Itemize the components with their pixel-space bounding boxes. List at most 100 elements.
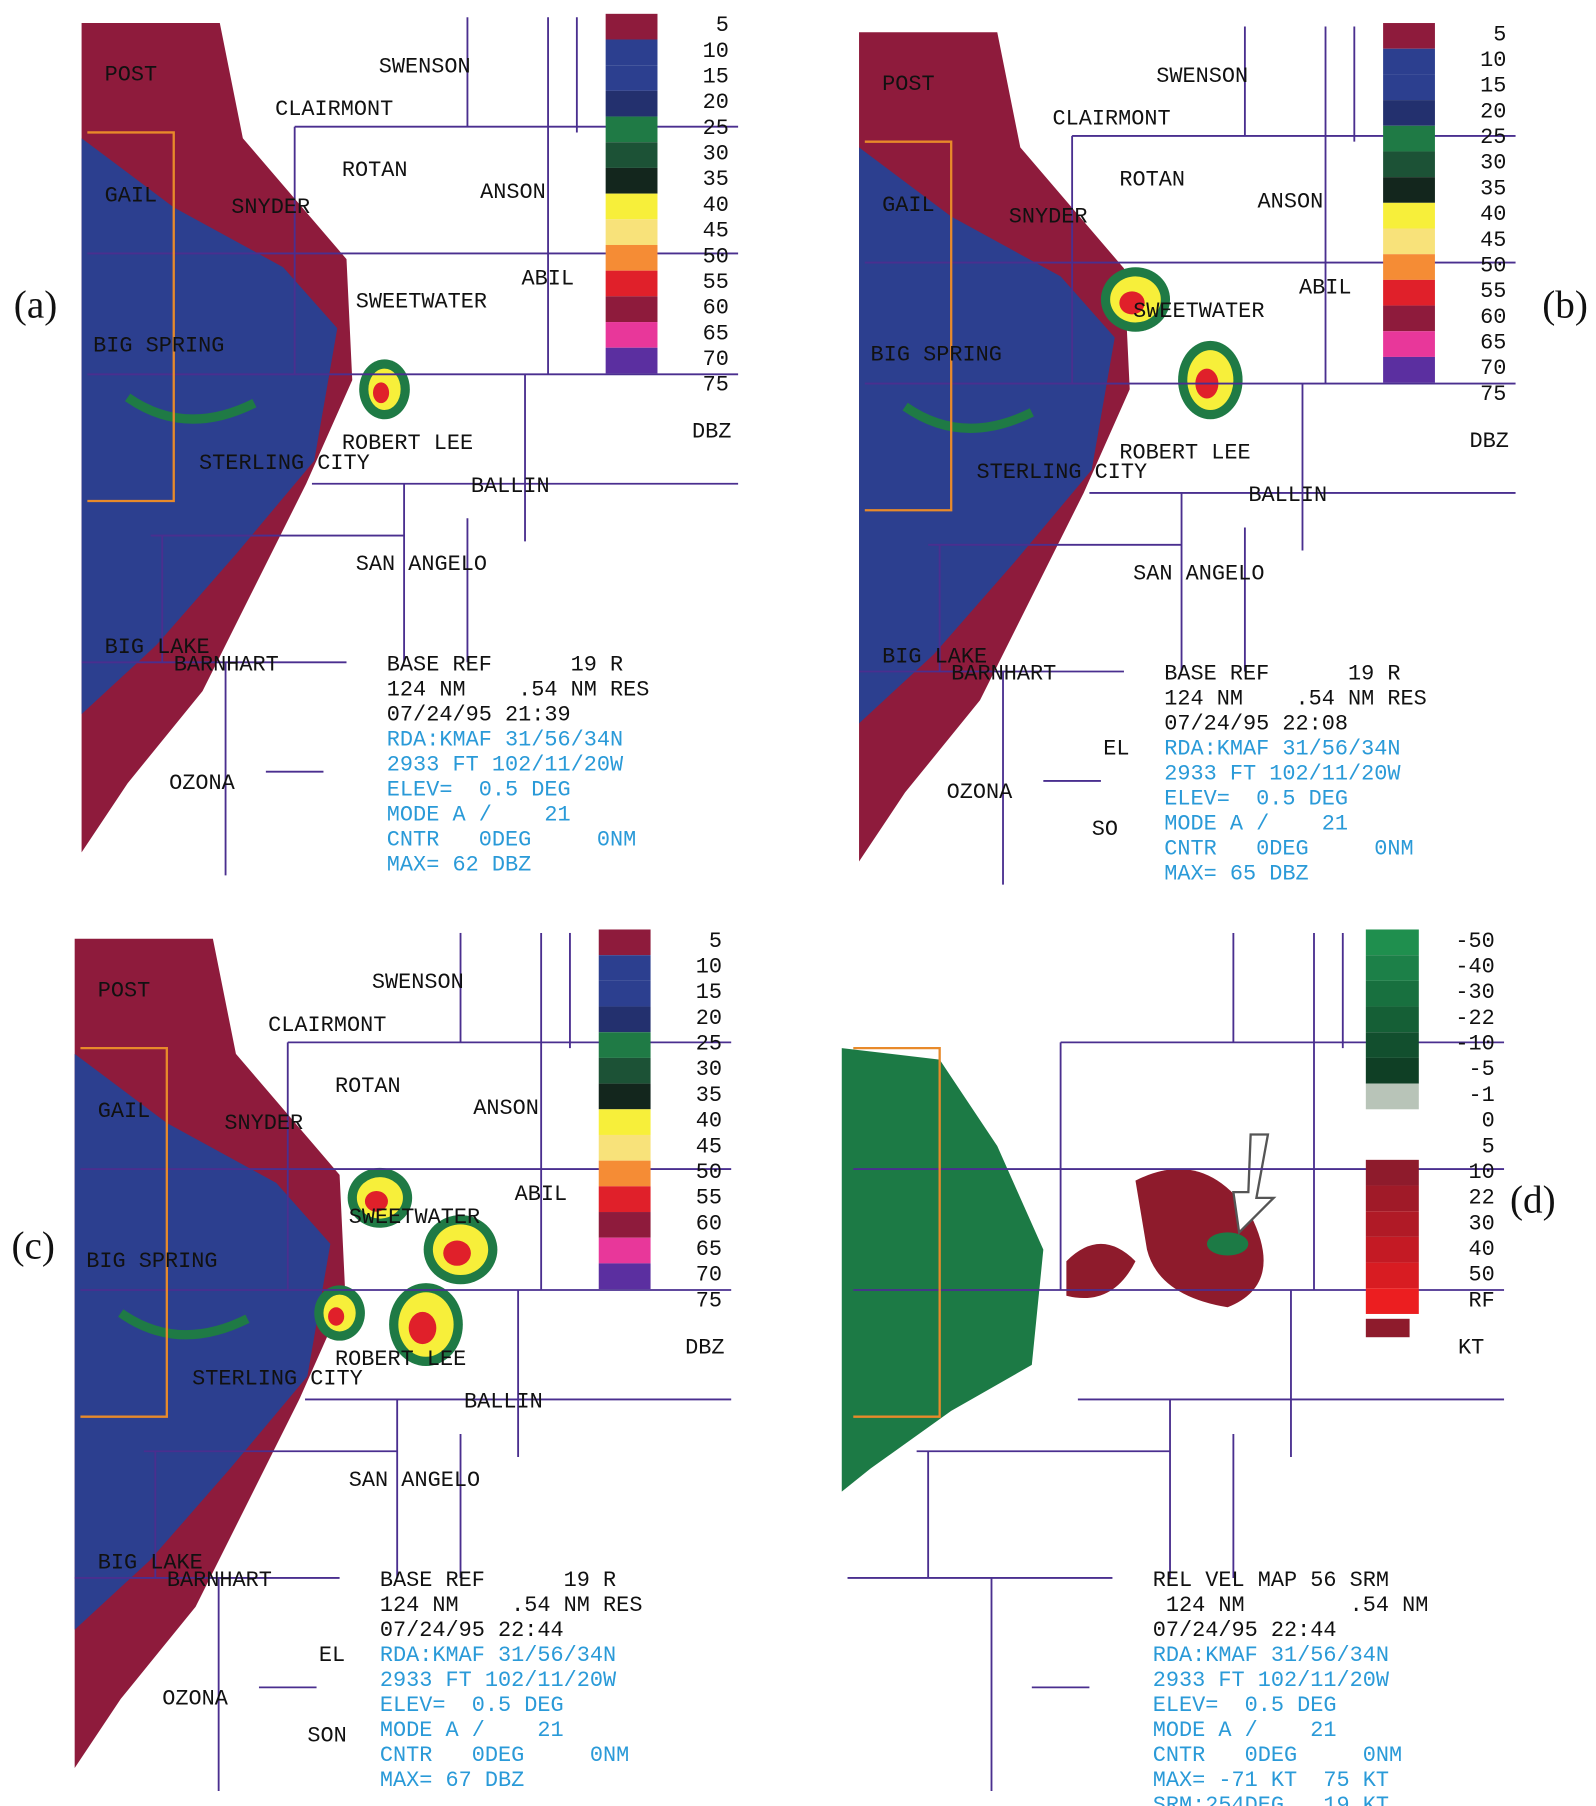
- place-name: ABIL: [1299, 276, 1352, 301]
- legend-swatch: [1366, 929, 1419, 955]
- legend-label: 5: [709, 929, 722, 954]
- legend-swatch: [1366, 955, 1419, 981]
- info-line: BASE REF 19 R: [380, 1568, 616, 1593]
- legend-swatch: [606, 40, 658, 66]
- legend-swatch: [606, 142, 658, 168]
- place-name: SAN ANGELO: [349, 1468, 480, 1493]
- storm-core: [373, 382, 389, 403]
- legend-label: 50: [1480, 253, 1506, 278]
- panel-label: (b): [1542, 284, 1588, 327]
- legend-label: 5: [1482, 1134, 1495, 1159]
- info-line: RDA:KMAF 31/56/34N: [387, 727, 623, 752]
- place-name: GAIL: [98, 1099, 151, 1124]
- legend-swatch: [606, 322, 658, 348]
- place-name: CLAIRMONT: [275, 97, 393, 122]
- legend-swatch: [1383, 126, 1435, 152]
- place-name: SNYDER: [231, 195, 310, 220]
- legend-swatch: [1366, 1288, 1419, 1314]
- info-line: 124 NM .54 NM RES: [380, 1593, 643, 1618]
- legend-swatch: [606, 296, 658, 322]
- place-name: POST: [105, 63, 158, 88]
- info-line: MODE A / 21: [387, 802, 571, 827]
- legend-label: 60: [1480, 305, 1506, 330]
- legend-label: -40: [1455, 954, 1494, 979]
- legend-swatch: [599, 981, 651, 1007]
- place-name: SWEETWATER: [1133, 299, 1264, 324]
- place-name: CLAIRMONT: [1053, 106, 1171, 131]
- info-line: ELEV= 0.5 DEG: [1153, 1693, 1337, 1718]
- velocity-inbound: [842, 1048, 1044, 1491]
- place-name: OZONA: [169, 771, 236, 796]
- legend-label: 75: [1480, 382, 1506, 407]
- place-name: STERLING CITY: [977, 460, 1148, 485]
- place-name: SON: [307, 1724, 346, 1749]
- info-line: MODE A / 21: [380, 1718, 564, 1743]
- place-name: ROTAN: [335, 1074, 401, 1099]
- legend-label: -10: [1455, 1032, 1494, 1057]
- legend-swatch: [599, 1109, 651, 1135]
- info-line: RDA:KMAF 31/56/34N: [380, 1643, 616, 1668]
- legend-label: 40: [703, 193, 729, 218]
- info-line: SRM:254DEG 19 KT: [1153, 1793, 1389, 1806]
- legend-label: 20: [703, 90, 729, 115]
- legend-label: 30: [703, 142, 729, 167]
- legend-swatch: [1383, 229, 1435, 255]
- legend-swatch: [599, 1263, 651, 1289]
- legend-swatch: [1383, 280, 1435, 306]
- place-name: ABIL: [522, 267, 575, 292]
- legend-label: 70: [696, 1263, 722, 1288]
- legend-label: 65: [696, 1237, 722, 1262]
- legend-label: RF: [1469, 1288, 1495, 1313]
- legend-label: 15: [696, 980, 722, 1005]
- info-line: MAX= 62 DBZ: [387, 852, 531, 877]
- legend-swatch: [599, 1135, 651, 1161]
- legend-label: 20: [1480, 99, 1506, 124]
- legend-label: 5: [716, 13, 729, 38]
- legend-label: 45: [1480, 228, 1506, 253]
- place-name: SWENSON: [1156, 64, 1248, 89]
- info-line: MAX= 65 DBZ: [1164, 862, 1308, 887]
- legend-swatch: [606, 194, 658, 220]
- legend-swatch: [606, 245, 658, 271]
- legend-unit: DBZ: [692, 420, 731, 445]
- legend-swatch: [599, 1084, 651, 1110]
- legend-label: 35: [703, 167, 729, 192]
- legend-swatch: [1383, 254, 1435, 280]
- panel-label: (c): [11, 1225, 54, 1268]
- legend-label: 25: [696, 1032, 722, 1057]
- storm-core: [328, 1307, 344, 1325]
- place-name: ABIL: [515, 1182, 568, 1207]
- legend-label: 45: [696, 1134, 722, 1159]
- panel-label: (a): [14, 284, 57, 327]
- info-line: ELEV= 0.5 DEG: [387, 777, 571, 802]
- legend-label: 45: [703, 219, 729, 244]
- legend-swatch: [1366, 1084, 1419, 1110]
- place-name: EL: [319, 1643, 345, 1668]
- legend-swatch: [599, 1186, 651, 1212]
- info-line: ELEV= 0.5 DEG: [1164, 787, 1348, 812]
- legend-label: 40: [696, 1109, 722, 1134]
- info-line: 2933 FT 102/11/20W: [387, 752, 624, 777]
- legend-swatch: [1366, 981, 1419, 1007]
- place-name: BALLIN: [1248, 483, 1327, 508]
- info-line: MAX= 67 DBZ: [380, 1768, 524, 1793]
- storm-core: [443, 1240, 471, 1265]
- place-name: BIG SPRING: [86, 1249, 217, 1274]
- legend-label: 35: [696, 1083, 722, 1108]
- figure: POSTCLAIRMONTSWENSONROTANANSONSNYDERSWEE…: [0, 0, 1596, 1806]
- legend-label: 40: [1469, 1237, 1495, 1262]
- info-line: CNTR 0DEG 0NM: [380, 1743, 629, 1768]
- legend-label: 10: [696, 954, 722, 979]
- place-name: GAIL: [882, 193, 935, 218]
- legend-label: -1: [1469, 1083, 1495, 1108]
- legend-label: 40: [1480, 202, 1506, 227]
- place-name: BARNHART: [174, 652, 279, 677]
- legend-label: 50: [1469, 1263, 1495, 1288]
- place-name: STERLING CITY: [192, 1366, 363, 1391]
- legend-swatch: [1366, 1007, 1419, 1033]
- info-line: MAX= -71 KT 75 KT: [1153, 1768, 1389, 1793]
- legend-swatch: [606, 91, 658, 117]
- panel-label: (d): [1510, 1179, 1556, 1222]
- legend-label: -5: [1469, 1057, 1495, 1082]
